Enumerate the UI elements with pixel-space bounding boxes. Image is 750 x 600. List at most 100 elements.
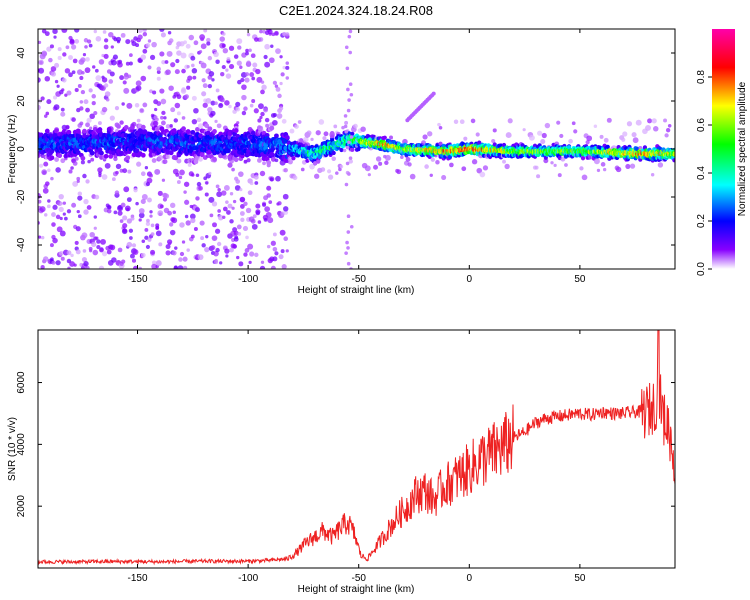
heatmap-cell [306,130,312,136]
heatmap-cell [65,125,70,130]
heatmap-cell [142,48,148,54]
heatmap-cell [260,111,265,117]
heatmap-cell [131,258,137,263]
heatmap-cell [86,205,92,210]
heatmap-cell [79,100,84,104]
heatmap-cell [122,223,128,229]
heatmap-cell [77,214,82,219]
heatmap-cell [602,167,607,172]
heatmap-cell [121,102,125,106]
heatmap-cell [347,98,351,102]
heatmap-cell [104,91,111,97]
heatmap-cell [285,76,290,80]
heatmap-cell [75,226,81,232]
heatmap-cell [482,165,489,171]
heatmap-cell [170,62,176,68]
heatmap-cell [282,193,289,200]
heatmap-cell [101,174,108,180]
heatmap-cell [216,191,223,198]
heatmap-cell [247,190,253,196]
heatmap-cell [349,92,354,97]
heatmap-cell [77,195,83,201]
heatmap-cell [586,135,593,142]
heatmap-cell [149,54,156,60]
heatmap-cell [270,265,276,269]
heatmap-cell [164,60,169,64]
heatmap-cell [331,150,336,156]
heatmap-cell [60,256,65,261]
heatmap-cell [51,212,56,217]
heatmap-cell [600,162,606,167]
heatmap-cell [182,256,188,262]
heatmap-cell [121,259,126,264]
heatmap-cell [126,207,130,212]
heatmap-cell [217,209,221,213]
heatmap-cell [58,206,64,212]
heatmap-cell [221,65,226,70]
heatmap-cell [73,263,77,267]
heatmap-cell [241,84,247,90]
heatmap-cell [103,53,109,59]
heatmap-cell [323,131,329,137]
snr-y-label: SNR (10 * v/v) [7,417,18,481]
heatmap-cell [66,129,72,135]
heatmap-cell [154,168,161,175]
heatmap-cell [159,88,165,94]
heatmap-cell [111,59,117,66]
heatmap-cell [348,29,353,34]
heatmap-cell [249,103,254,108]
heatmap-cell [273,30,279,36]
heatmap-cell [479,171,486,178]
heatmap-cell [68,55,73,60]
heatmap-cell [135,43,140,48]
heatmap-cell [82,52,87,57]
heatmap-cell [196,117,202,123]
heatmap-cell [270,157,276,162]
heatmap-cell [96,239,101,244]
heatmap-cell [44,128,50,134]
heatmap-cell [237,79,242,85]
heatmap-cell [593,158,600,165]
heatmap-cell [64,216,68,221]
heatmap-cell [93,215,98,219]
heatmap-cell [346,261,351,266]
heatmap-cell [38,235,42,239]
x-tick-label: 50 [574,573,586,584]
heatmap-cell [250,53,256,59]
heatmap-cell [439,148,442,154]
colorbar-label: Normalized spectral amplitude [737,81,748,216]
heatmap-cell [206,41,211,46]
heatmap-cell [183,40,188,45]
heatmap-cell [136,118,141,123]
heatmap-cell [51,222,56,227]
heatmap-cell [276,113,283,119]
heatmap-cell [88,43,93,48]
heatmap-cell [279,55,283,59]
heatmap-cell [60,111,66,117]
heatmap-cell [204,123,210,129]
heatmap-cell [316,159,321,164]
heatmap-cell [119,75,125,81]
heatmap-cell [267,29,273,35]
heatmap-cell [45,111,50,116]
heatmap-cell [189,213,196,220]
heatmap-cell [89,150,95,156]
heatmap-cell [238,171,244,177]
heatmap-cell [161,178,166,182]
heatmap-cell [86,39,92,44]
heatmap-cell [507,118,513,124]
heatmap-cell [234,185,241,191]
heatmap-cell [226,210,231,215]
heatmap-cell [405,157,411,162]
heatmap-cell [169,124,173,128]
heatmap-cell [155,117,159,122]
heatmap-cell [437,122,441,127]
heatmap-cell [120,32,126,38]
heatmap-cell [52,29,58,35]
heatmap-cell [327,174,334,180]
heatmap-cell [212,156,217,162]
heatmap-cell [158,242,163,247]
heatmap-cell [254,252,259,258]
heatmap-cell [174,69,180,75]
heatmap-cell [62,52,67,57]
